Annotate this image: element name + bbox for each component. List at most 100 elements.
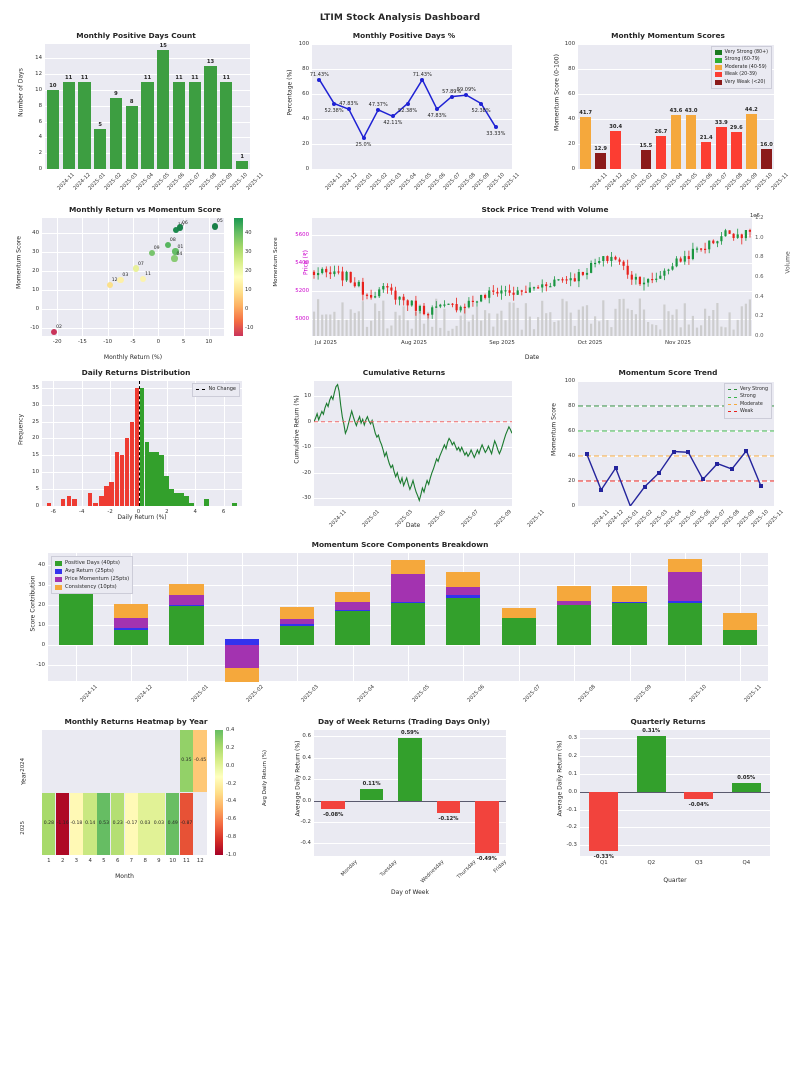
- legend-swatch: [714, 57, 722, 63]
- heatmap-cell-label: 0.14: [85, 820, 96, 826]
- ylabel-momentum-trend: Momentum Score: [550, 403, 558, 456]
- y-axis-tick: 15: [32, 452, 39, 459]
- legend-label: Positive Days (40pts): [65, 560, 120, 566]
- heatmap-cell-label: 0.49: [167, 820, 178, 826]
- chart-title-day-of-week: Day of Week Returns (Trading Days Only): [317, 717, 491, 726]
- x-axis-tick: -2: [107, 509, 113, 515]
- colorbar-tick: 20: [245, 268, 252, 275]
- gridline-horizontal: [45, 74, 250, 76]
- bar-value-label: 0.05%: [737, 774, 756, 781]
- histogram-bar: [159, 455, 164, 506]
- scatter-point-label: 04: [176, 251, 183, 257]
- bar-value-label: 11: [80, 75, 89, 81]
- y-axis-tick-price: 5000: [295, 316, 309, 323]
- stacked-bar-segment: [113, 628, 149, 631]
- legend-label: Consistency (10pts): [65, 584, 117, 591]
- stacked-bar-segment: [612, 602, 647, 603]
- legend-dash-icon: [727, 404, 737, 406]
- heatmap-cell: [55, 730, 70, 792]
- stacked-bar-segment: [667, 558, 703, 572]
- data-point: [657, 470, 662, 475]
- line-cumulative-returns: [314, 383, 512, 503]
- heatmap-cell: [165, 730, 180, 792]
- data-point: [642, 484, 647, 489]
- stacked-bar-segment: [390, 601, 426, 603]
- bar-value-label: 26.7: [654, 128, 668, 135]
- point-value-label: 47.83%: [339, 101, 359, 108]
- ylabel-day-of-week: Average Daily Return (%): [294, 740, 302, 817]
- zero-line: [314, 800, 506, 802]
- x-axis-tick: 7: [129, 858, 134, 864]
- colorbar-tick: 40: [245, 230, 252, 237]
- chart-row-5: Monthly Returns Heatmap by Year 0.35 -0.4…: [0, 709, 800, 896]
- stacked-bar-segment: [612, 603, 647, 645]
- legend-item: Weak: [727, 408, 768, 415]
- y-axis-tick: 0: [35, 503, 39, 509]
- xlabel-day-of-week: Day of Week: [391, 889, 429, 896]
- legend-label: Very Strong: [739, 387, 768, 392]
- heatmap-cell: [110, 730, 125, 792]
- heatmap-cell-label: -0.87: [180, 820, 193, 826]
- panel-momentum-components: Momentum Score Components Breakdown -10 0…: [0, 532, 800, 741]
- legend-item: No Change: [196, 386, 236, 394]
- plot-monthly-heatmap: 0.35 -0.45 2024 0.28 -1.16 -0.18 0.14 0.53 0.23-…: [20, 730, 207, 864]
- colorbar-label-heatmap: Avg Daily Return (%): [262, 750, 268, 806]
- scatter-point-label: 12: [111, 277, 118, 283]
- heatmap-cell: [193, 792, 207, 855]
- panel-daily-returns-hist: Daily Returns Distribution 0 5 10 15 20 25 30 3…: [0, 360, 272, 521]
- legend-item: Weak (20-39): [714, 71, 768, 78]
- stacked-bar-segment: [390, 560, 426, 574]
- x-axis-tick: 2025-01: [189, 684, 210, 704]
- chart-title-quarterly-returns: Quarterly Returns: [630, 717, 706, 726]
- histogram-bar: [232, 502, 237, 506]
- scatter-point: [132, 265, 140, 272]
- data-point: [613, 466, 618, 470]
- x-axis-tick: 2025-05: [411, 684, 431, 704]
- scatter-point: [117, 276, 124, 284]
- data-point: [405, 101, 410, 106]
- colorbar-momentum: [234, 218, 243, 336]
- stacked-bar-segment: [335, 591, 370, 603]
- y-axis-tick: 0.4: [302, 754, 311, 761]
- x-axis-tick: Oct 2025: [577, 340, 603, 346]
- plot-cumulative-returns: -30 -20 -10 0 10 2024-11 2025-01 2025-03 2025-0…: [302, 381, 546, 529]
- stacked-bar-segment: [169, 606, 204, 645]
- data-point: [420, 77, 425, 82]
- bar-value-label: 10: [49, 82, 57, 89]
- y-axis-tick-volume: 0.2: [755, 313, 764, 320]
- scatter-point: [50, 329, 58, 336]
- y-axis-tick: 0.1: [568, 770, 577, 777]
- legend-no-change: No Change: [192, 383, 240, 397]
- bar-momentum-score: [746, 113, 757, 169]
- y-axis-tick: 10: [32, 469, 39, 476]
- candlestick-series: [312, 228, 751, 336]
- plot-positive-days-count: 0 2 4 6 8 10 12 14 10 11 11 5 9 8 11 15 11 11 13 11 1 2024-11…: [35, 43, 265, 191]
- data-point: [686, 450, 691, 455]
- x-axis-tick: 2: [165, 509, 169, 515]
- y-axis-tick-volume: 0.4: [755, 293, 764, 300]
- gridline-vertical: [195, 381, 197, 506]
- gridline-vertical: [166, 381, 168, 506]
- gridline-horizontal: [312, 119, 512, 120]
- gridline-horizontal: [45, 169, 250, 170]
- gridline-horizontal: [312, 263, 752, 264]
- chart-row-2: Monthly Return vs Momentum Score -10 0 10 2…: [0, 197, 800, 361]
- x-axis-tick: 11: [182, 858, 190, 864]
- bar-value-label: -0.08%: [323, 812, 344, 818]
- bar-value-label: 0.11%: [362, 780, 381, 787]
- ylabel-momentum-scores: Momentum Score (0-100): [553, 54, 561, 131]
- bar-value-label: 0.59%: [400, 729, 419, 736]
- heatmap-cell: [55, 792, 70, 855]
- colorbar-tick: 0.2: [226, 744, 235, 751]
- histogram-bar: [189, 502, 194, 506]
- x-axis-tick: 2025-07: [522, 684, 542, 704]
- gridline-vertical: [107, 218, 109, 336]
- heatmap-cell: [97, 792, 111, 855]
- panel-positive-days-pct: Monthly Positive Days % 0 20 40 60 80 100 71.…: [272, 23, 536, 226]
- y-axis-tick: -10: [30, 325, 39, 332]
- legend-components: Positive Days (40pts) Avg Return (25pts) P…: [51, 556, 134, 595]
- gridline-vertical: [81, 381, 83, 506]
- gridline-horizontal: [314, 447, 512, 449]
- y-axis-tick: 80: [568, 66, 575, 72]
- data-point: [449, 94, 454, 99]
